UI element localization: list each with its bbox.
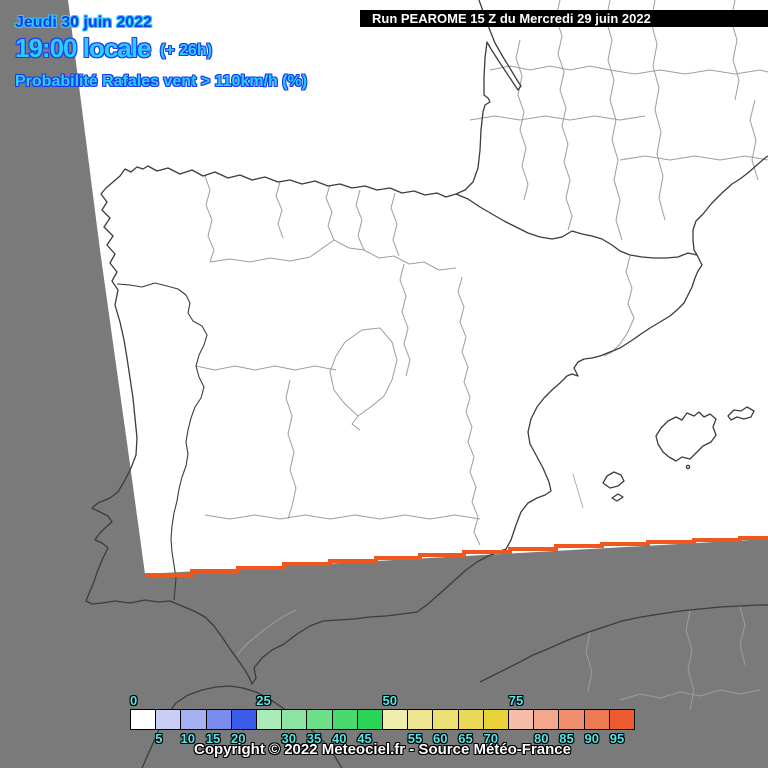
ibiza-outline — [602, 471, 625, 489]
forecast-time: 19:00 locale — [15, 33, 151, 63]
map-parameter-title: Probabilité Rafales vent > 110km/h (%) — [15, 73, 308, 90]
region-borders — [195, 0, 768, 711]
domain-boundary-probability-line — [145, 536, 768, 577]
cabrera-outline — [685, 464, 691, 470]
forecast-date: Jeudi 30 juin 2022 — [15, 14, 152, 31]
menorca-outline — [727, 406, 755, 421]
model-run-info: Run PEAROME 15 Z du Mercredi 29 juin 202… — [360, 10, 768, 27]
model-domain-area — [68, 0, 768, 574]
mallorca-outline — [655, 411, 717, 462]
balearic-islands — [602, 406, 755, 502]
forecast-hour-offset: (+ 26h) — [160, 42, 213, 59]
formentera-outline — [611, 493, 624, 502]
